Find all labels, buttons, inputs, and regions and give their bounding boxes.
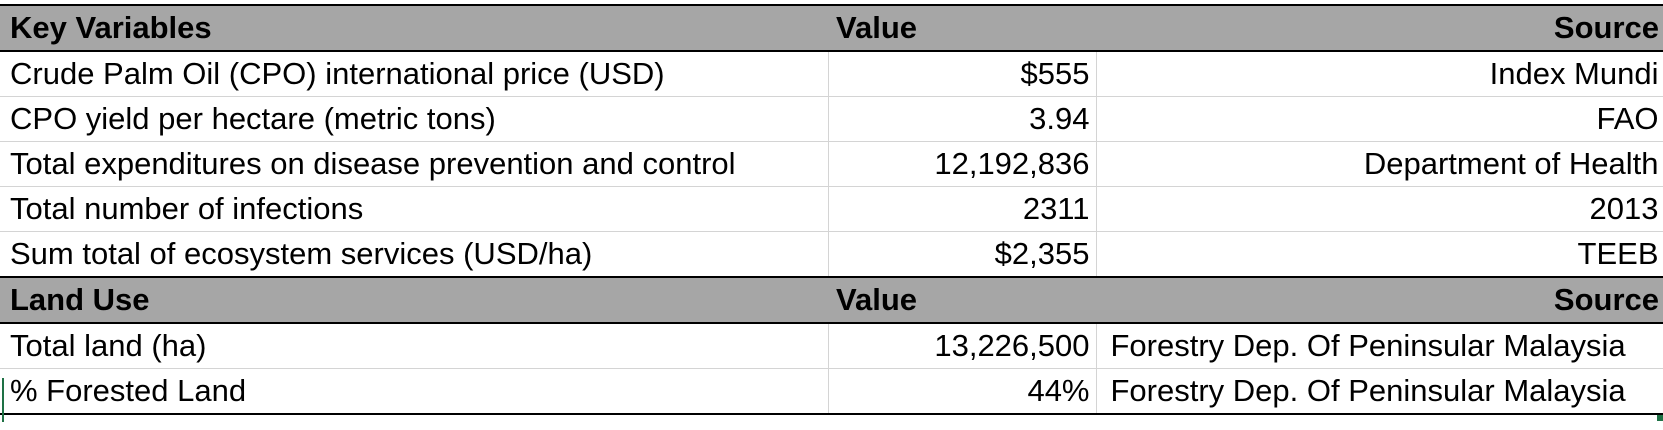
value-cell[interactable]: 12,192,836 (828, 141, 1097, 187)
header-source-cell[interactable]: Source (1096, 276, 1663, 324)
source-cell[interactable]: TEEB (1096, 231, 1663, 278)
fill-handle[interactable] (1657, 415, 1663, 421)
value-cell[interactable]: 2311 (828, 186, 1097, 232)
header-label-cell[interactable]: Key Variables (0, 4, 828, 52)
label-cell[interactable]: Total expenditures on disease prevention… (0, 141, 829, 187)
label-cell[interactable]: CPO yield per hectare (metric tons) (0, 96, 829, 142)
table-row: Total expenditures on disease prevention… (0, 141, 1663, 187)
source-cell[interactable]: 2013 (1096, 186, 1663, 232)
value-cell[interactable]: $555 (828, 51, 1097, 97)
selection-indicator (2, 378, 4, 422)
value-cell[interactable]: $2,355 (828, 231, 1097, 278)
table-row: Total land (ha) 13,226,500 Forestry Dep.… (0, 323, 1663, 369)
table-row: Total number of infections 2311 2013 (0, 186, 1663, 232)
table-row: % Forested Land 44% Forestry Dep. Of Pen… (0, 368, 1663, 415)
source-cell[interactable]: Index Mundi (1096, 51, 1663, 97)
label-cell[interactable]: Crude Palm Oil (CPO) international price… (0, 51, 829, 97)
label-cell[interactable]: Total number of infections (0, 186, 829, 232)
header-source-cell[interactable]: Source (1096, 4, 1663, 52)
value-cell[interactable]: 13,226,500 (828, 323, 1097, 369)
label-cell[interactable]: % Forested Land (0, 368, 829, 415)
source-cell[interactable]: Forestry Dep. Of Peninsular Malaysia (1096, 323, 1663, 369)
source-cell[interactable]: FAO (1096, 96, 1663, 142)
table-row: Crude Palm Oil (CPO) international price… (0, 51, 1663, 97)
section-header-land-use: Land Use Value Source (0, 276, 1663, 324)
spreadsheet-grid: Key Variables Value Source Crude Palm Oi… (0, 4, 1663, 422)
label-cell[interactable]: Sum total of ecosystem services (USD/ha) (0, 231, 829, 278)
value-cell[interactable]: 3.94 (828, 96, 1097, 142)
source-cell[interactable]: Department of Health (1096, 141, 1663, 187)
header-label-cell[interactable]: Land Use (0, 276, 828, 324)
table-row: Sum total of ecosystem services (USD/ha)… (0, 231, 1663, 278)
header-value-cell[interactable]: Value (828, 276, 1096, 324)
data-table: Key Variables Value Source Crude Palm Oi… (0, 4, 1663, 415)
header-value-cell[interactable]: Value (828, 4, 1096, 52)
source-cell[interactable]: Forestry Dep. Of Peninsular Malaysia (1096, 368, 1663, 415)
value-cell[interactable]: 44% (828, 368, 1097, 415)
table-row: CPO yield per hectare (metric tons) 3.94… (0, 96, 1663, 142)
section-header-key-variables: Key Variables Value Source (0, 4, 1663, 52)
label-cell[interactable]: Total land (ha) (0, 323, 829, 369)
